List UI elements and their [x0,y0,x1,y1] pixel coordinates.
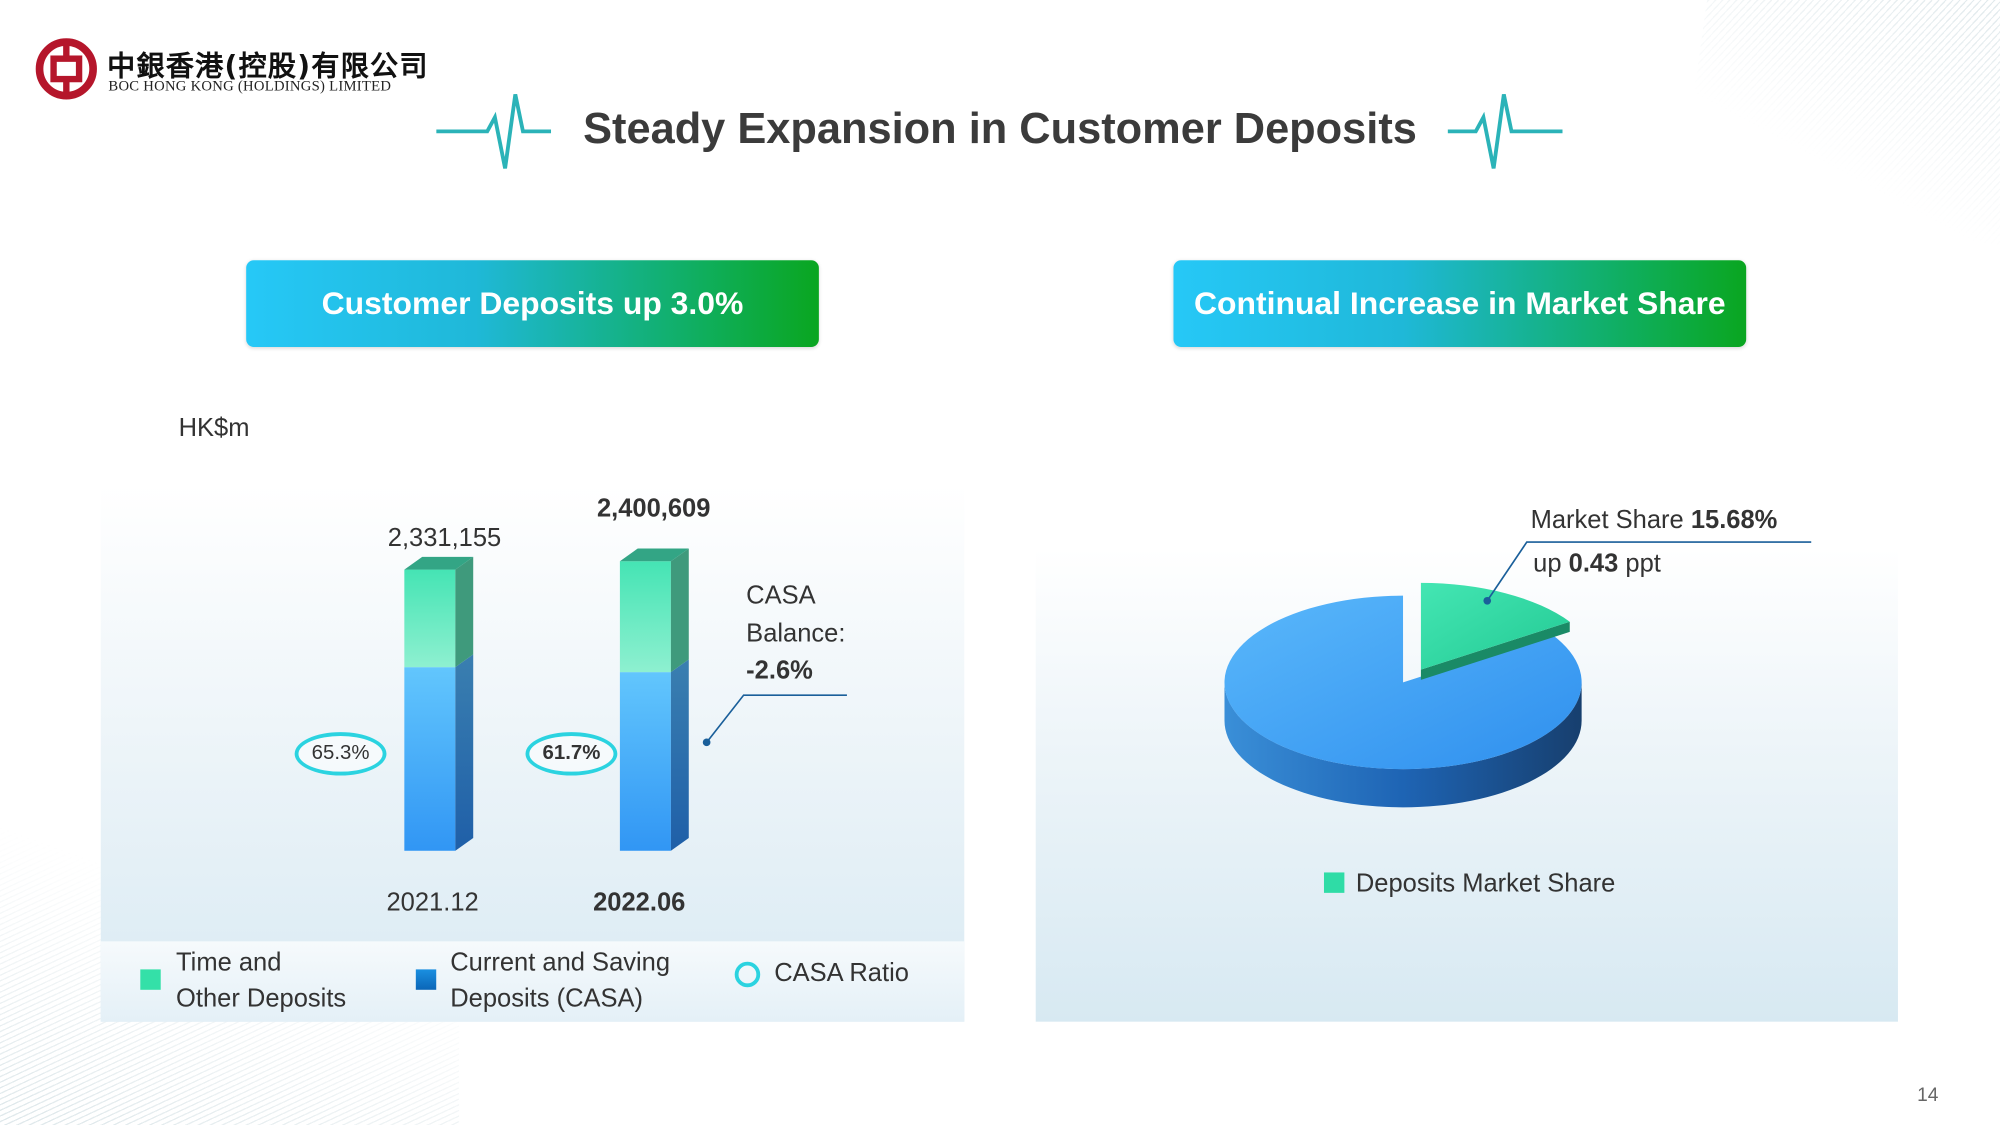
market-share-banner: Continual Increase in Market Share [1173,260,1747,347]
legend-swatch-time-deposits [140,969,161,990]
unit-label: HK$m [178,414,250,443]
market-share-annotation-dot [1483,596,1492,605]
legend-swatch-market-share [1323,872,1345,893]
total-label-2021: 2,331,155 [387,524,502,553]
casa-annotation-line2: Balance: [746,619,846,648]
deposits-legend-strip [100,941,965,1022]
legend-casa-line2: Deposits (CASA) [450,984,644,1013]
market-share-leader-line [1486,541,1812,602]
bar-side-time-2022.06 [670,548,689,673]
casa-annotation-dot [702,738,711,747]
bar-casa-2022.06 [619,672,671,851]
company-name-chinese: 中銀香港(控股)有限公司 [107,51,429,83]
market-share-annotation-line2: up 0.43 ppt [1533,549,1661,578]
page-number: 14 [1917,1084,1939,1106]
bar-casa-2021.12 [404,667,456,851]
page-title: Steady Expansion in Customer Deposits [583,104,1417,154]
company-name-english: BOC HONG KONG (HOLDINGS) LIMITED [108,79,392,95]
casa-ratio-badge-2021: 65.3% [294,732,387,776]
legend-casa-line1: Current and Saving [450,948,671,978]
x-label-2022: 2022.06 [593,889,686,918]
casa-annotation-leader-line [705,694,847,743]
pulse-icon-right [1447,94,1563,169]
bar-time-deposits-2021.12 [404,569,456,668]
total-label-2022: 2,400,609 [596,494,711,523]
casa-annotation-line1: CASA [746,581,816,610]
pulse-icon-left [436,94,552,169]
market-share-annotation-line1: Market Share 15.68% [1530,506,1778,535]
legend-time-line1: Time and [176,948,282,978]
bar-side-casa-2022.06 [670,659,689,851]
customer-deposits-banner: Customer Deposits up 3.0% [246,260,819,347]
legend-swatch-casa [415,969,437,990]
boc-logo-icon [35,38,97,100]
pie-slice-market-share-side [1420,621,1570,680]
casa-ratio-badge-2022: 61.7% [525,732,618,776]
bar-top-2021.12 [404,556,474,570]
legend-market-share: Deposits Market Share [1355,869,1616,898]
casa-annotation-value: -2.6% [746,656,813,685]
pie-side-others [1224,682,1582,808]
bar-time-deposits-2022.06 [619,561,671,673]
legend-time-line2: Other Deposits [176,984,347,1013]
x-label-2021: 2021.12 [386,889,479,918]
pie-slice-market-share [1420,582,1570,670]
legend-casa-ratio: CASA Ratio [774,959,909,988]
bar-side-time-2021.12 [455,556,474,668]
bar-side-casa-2021.12 [455,654,474,851]
legend-ring-casa-ratio-icon [734,961,761,988]
bar-top-2022.06 [619,548,689,562]
pie-slice-others [1224,595,1582,770]
